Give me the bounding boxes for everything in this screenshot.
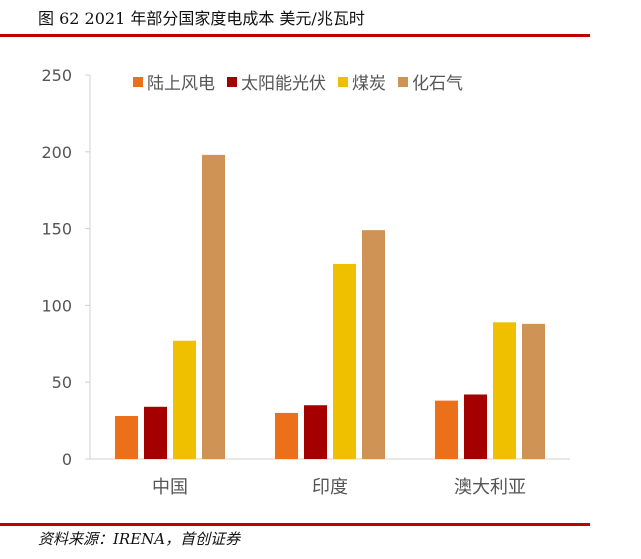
- x-tick-label: 澳大利亚: [454, 477, 526, 498]
- legend-swatch-wind: [133, 76, 143, 87]
- y-tick-label: 0: [62, 450, 72, 469]
- bar-chart: 0 50 100 150 200 250 中国 印度 澳大利亚: [41, 66, 570, 498]
- legend-label: 煤炭: [352, 74, 386, 94]
- bar: [275, 412, 298, 459]
- bar: [304, 405, 327, 459]
- bar: [173, 340, 196, 459]
- source-divider: [0, 523, 590, 526]
- legend-swatch-coal: [338, 76, 348, 87]
- y-tick-label: 100: [41, 296, 72, 315]
- x-tick-label: 印度: [312, 477, 348, 498]
- y-tick-label: 50: [52, 373, 72, 392]
- legend-label: 化石气: [412, 74, 463, 94]
- bar: [144, 406, 167, 459]
- y-tick-label: 250: [41, 66, 72, 85]
- bar: [115, 415, 138, 459]
- bar: [522, 323, 545, 459]
- title-divider: [0, 34, 590, 37]
- legend-item-solar: 太阳能光伏: [227, 69, 326, 94]
- bar: [493, 322, 516, 459]
- bar: [333, 263, 356, 459]
- chart-legend: 陆上风电 太阳能光伏 煤炭 化石气: [133, 69, 463, 94]
- bar: [464, 394, 487, 459]
- legend-item-wind: 陆上风电: [133, 69, 215, 94]
- y-tick-label: 200: [41, 143, 72, 162]
- legend-swatch-gas: [398, 76, 408, 87]
- legend-item-coal: 煤炭: [338, 69, 386, 94]
- y-tick-label: 150: [41, 220, 72, 239]
- legend-label: 陆上风电: [147, 74, 215, 94]
- legend-item-gas: 化石气: [398, 69, 463, 94]
- bar: [362, 230, 385, 459]
- legend-label: 太阳能光伏: [241, 74, 326, 94]
- source-note: 资料来源：IRENA，首创证券: [38, 530, 241, 548]
- legend-swatch-solar: [227, 76, 237, 87]
- x-tick-label: 中国: [152, 477, 188, 498]
- bar: [435, 400, 458, 459]
- figure-title: 图 62 2021 年部分国家度电成本 美元/兆瓦时: [38, 9, 365, 28]
- bar: [202, 154, 225, 459]
